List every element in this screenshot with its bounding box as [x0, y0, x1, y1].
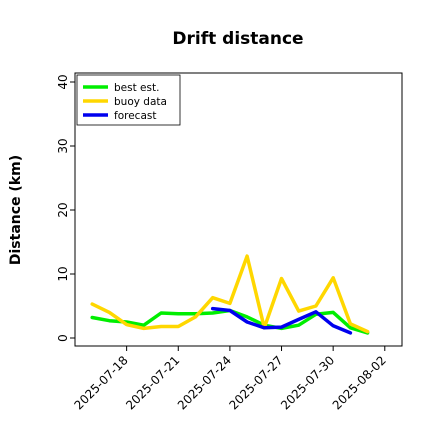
x-tick-label: 2025-07-24 — [175, 353, 234, 412]
series-line-forecast — [210, 306, 353, 335]
x-tick-label: 2025-07-30 — [278, 353, 337, 412]
legend: best est. buoy data forecast — [76, 74, 181, 126]
x-tick-label: 2025-07-27 — [226, 353, 285, 412]
x-tick-label: 2025-07-18 — [72, 353, 131, 412]
x-tick-label: 2025-08-02 — [330, 353, 389, 412]
legend-label: buoy data — [114, 96, 167, 108]
y-tick-label: 20 — [56, 202, 70, 217]
series-lines — [90, 254, 370, 335]
y-axis-ticks: 0 10 20 30 40 — [56, 74, 75, 342]
x-axis-ticks: 2025-07-182025-07-212025-07-242025-07-27… — [72, 346, 389, 412]
legend-label: forecast — [114, 110, 156, 122]
y-axis-label: Distance (km) — [8, 155, 24, 265]
y-tick-label: 30 — [56, 138, 70, 153]
y-tick-label: 40 — [56, 74, 70, 89]
series-line-buoy-data — [90, 254, 370, 334]
chart-title: Drift distance — [172, 29, 303, 49]
x-tick-label: 2025-07-21 — [123, 353, 182, 412]
legend-label: best est. — [114, 82, 159, 94]
y-tick-label: 10 — [56, 266, 70, 281]
y-tick-label: 0 — [56, 334, 70, 342]
